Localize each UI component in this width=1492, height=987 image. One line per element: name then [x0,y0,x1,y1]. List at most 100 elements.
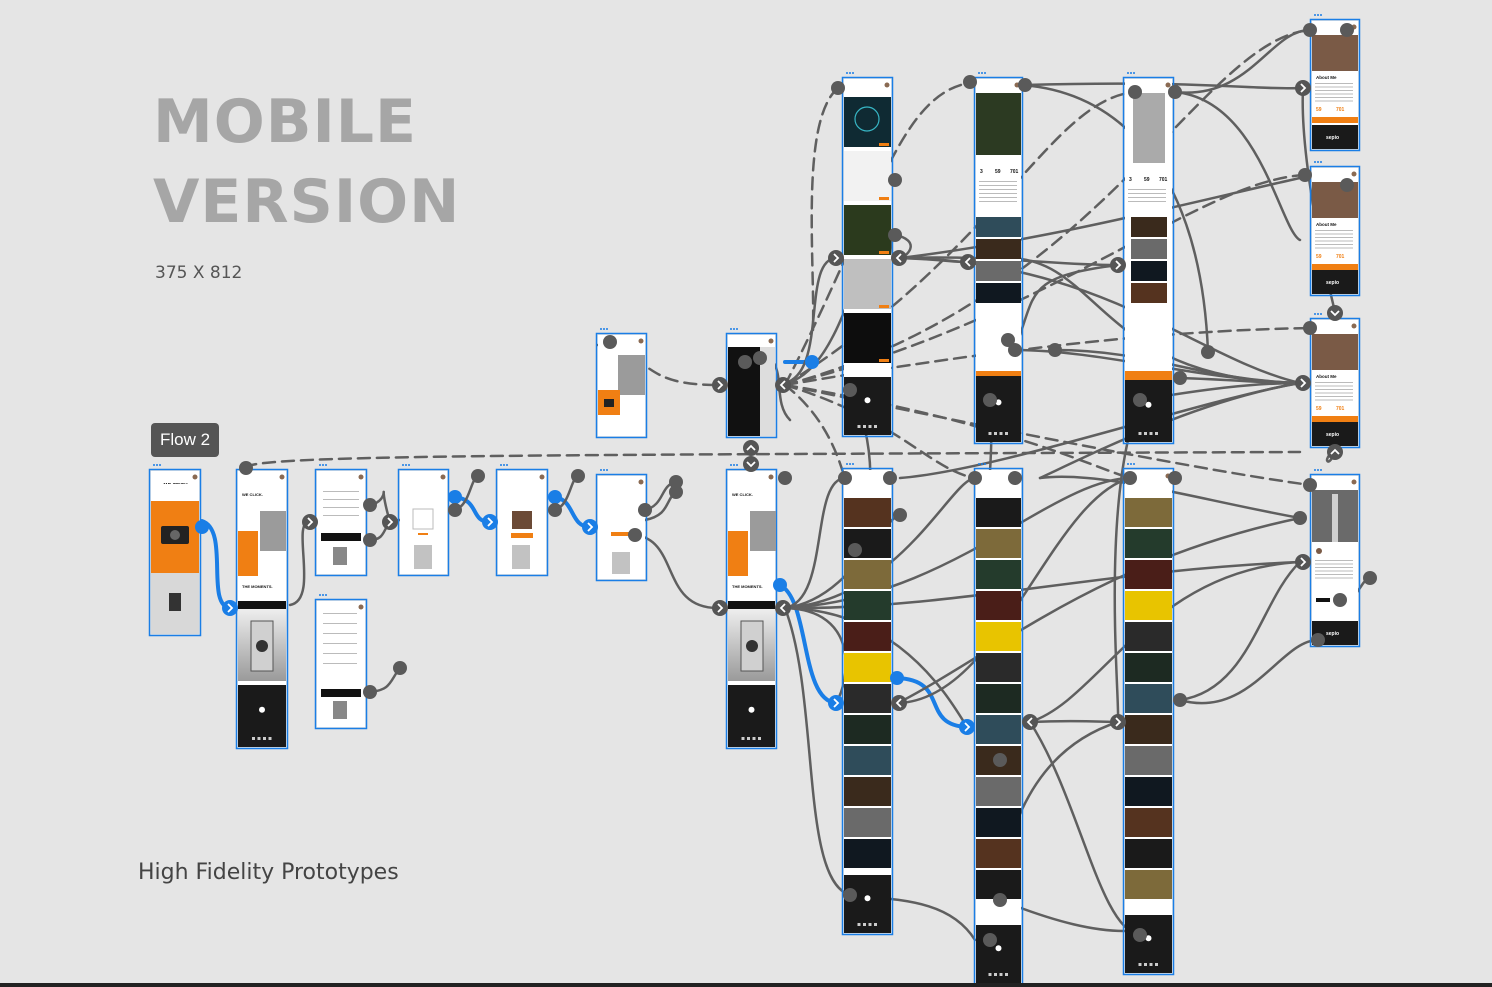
gallery-card[interactable] [844,97,891,147]
connector-handle[interactable] [363,533,377,547]
connector-handle[interactable] [963,75,977,89]
card-button[interactable] [879,359,889,362]
connector-handle[interactable] [888,228,902,242]
connector-handle[interactable] [1008,343,1022,357]
feed-photo[interactable] [976,839,1021,868]
connector-handle[interactable] [1173,693,1187,707]
chevron-right-icon[interactable] [828,250,844,266]
connector-handle[interactable] [993,753,1007,767]
chevron-down-icon[interactable] [743,456,759,472]
mobile-frame-11[interactable] [841,72,894,438]
chevron-down-icon[interactable] [1327,305,1343,321]
flow-label[interactable]: Flow 2 [151,423,219,457]
connector-handle[interactable] [1018,78,1032,92]
chevron-right-icon[interactable] [482,514,498,530]
connector-handle[interactable] [1173,371,1187,385]
chevron-right-icon[interactable] [712,377,728,393]
mobile-frame-16[interactable]: About Me 59 701 sepio [1309,313,1361,449]
connector-handle[interactable] [669,475,683,489]
feed-photo[interactable] [844,808,891,837]
connector-handle[interactable] [1168,85,1182,99]
feed-photo[interactable] [1125,498,1172,527]
connector-handle[interactable] [1133,393,1147,407]
feed-photo[interactable] [976,560,1021,589]
feed-photo[interactable] [1125,777,1172,806]
submit-button[interactable] [321,689,361,697]
feed-photo[interactable] [976,808,1021,837]
feed-photo[interactable] [844,715,891,744]
connector-handle[interactable] [893,508,907,522]
connector-handle[interactable] [239,461,253,475]
chevron-right-icon[interactable] [1295,375,1311,391]
connector-handle[interactable] [1311,633,1325,647]
mobile-frame-17[interactable]: sepio [1309,469,1361,648]
connector-handle[interactable] [983,393,997,407]
mobile-frame-7[interactable] [595,469,648,582]
cta-bar[interactable] [1125,371,1172,381]
connector-handle[interactable] [471,469,485,483]
chevron-right-icon[interactable] [582,519,598,535]
chevron-right-icon[interactable] [828,695,844,711]
card-button[interactable] [879,197,889,200]
connector-handle[interactable] [603,335,617,349]
feed-photo[interactable] [976,684,1021,713]
connector-handle[interactable] [1008,471,1022,485]
feed-photo[interactable] [1125,529,1172,558]
connector-handle[interactable] [888,173,902,187]
connector-handle[interactable] [753,351,767,365]
feed-photo[interactable] [844,560,891,589]
mobile-frame-13[interactable]: 3 59 701 [1122,72,1175,445]
feed-photo[interactable] [1125,560,1172,589]
connector-handle[interactable] [363,498,377,512]
mobile-frame-15[interactable]: About Me 59 701 sepio [1309,161,1361,297]
feed-photo[interactable] [976,529,1021,558]
connector-handle[interactable] [1123,471,1137,485]
cta-bar[interactable] [1312,416,1358,422]
mobile-frame-14[interactable]: About Me 59 701 sepio [1309,14,1361,152]
mobile-frame-18[interactable] [841,463,894,936]
feed-photo[interactable] [1125,870,1172,899]
button[interactable] [611,532,631,536]
connector-handle[interactable] [548,503,562,517]
mobile-frame-19[interactable] [973,463,1024,986]
connector-handle[interactable] [1298,168,1312,182]
feed-photo[interactable] [976,653,1021,682]
chevron-right-icon[interactable] [1110,257,1126,273]
connector-handle[interactable] [983,933,997,947]
mobile-frame-5[interactable] [397,464,450,577]
connector-handle[interactable] [738,355,752,369]
connector-handle[interactable] [1293,511,1307,525]
connector-handle[interactable] [831,81,845,95]
mobile-frame-2[interactable]: WE CLICK. THE MOMENTS. [235,464,289,750]
feed-photo[interactable] [1125,746,1172,775]
chevron-up-icon[interactable] [1327,444,1343,460]
feed-photo[interactable] [976,715,1021,744]
photo-tile[interactable] [1131,239,1167,259]
feed-photo[interactable] [976,622,1021,651]
chevron-up-icon[interactable] [743,440,759,456]
gallery-card[interactable] [844,259,891,309]
card-button[interactable] [879,305,889,308]
feed-photo[interactable] [1125,684,1172,713]
mobile-frame-12[interactable]: 3 59 701 [973,72,1024,445]
chevron-right-icon[interactable] [712,600,728,616]
cta-bar[interactable] [1312,264,1358,270]
connector-handle[interactable] [195,520,209,534]
connector-handle[interactable] [1133,928,1147,942]
chevron-left-icon[interactable] [891,250,907,266]
cta-bar[interactable] [1312,117,1358,123]
photo-tile[interactable] [1131,283,1167,303]
feed-photo[interactable] [844,498,891,527]
feed-photo[interactable] [1125,715,1172,744]
connector-handle[interactable] [843,383,857,397]
connector-handle[interactable] [363,685,377,699]
connector-handle[interactable] [571,469,585,483]
button[interactable] [418,533,428,535]
connector-handle[interactable] [1303,321,1317,335]
chevron-left-icon[interactable] [1022,714,1038,730]
button[interactable] [511,533,533,538]
connector-handle[interactable] [778,471,792,485]
chevron-right-icon[interactable] [222,600,238,616]
connector-handle[interactable] [843,888,857,902]
mobile-frame-3[interactable] [314,464,368,577]
